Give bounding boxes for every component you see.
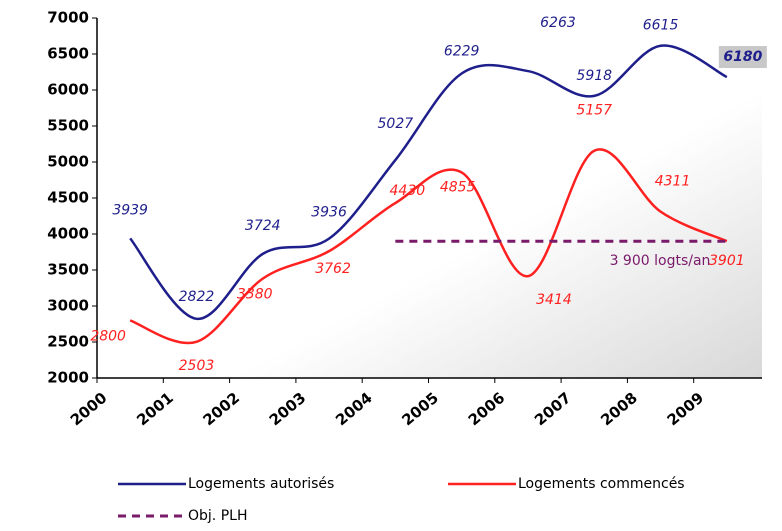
data-label: 3724: [245, 218, 281, 234]
data-label: 3380: [237, 287, 273, 303]
data-label: 6263: [540, 15, 576, 31]
legend-label: Logements commencés: [518, 476, 685, 492]
legend-label: Logements autorisés: [188, 476, 334, 492]
data-label: 4855: [440, 179, 476, 195]
x-tick-label: 2009: [664, 389, 708, 430]
x-tick-label: 2006: [465, 389, 509, 430]
data-label: 5027: [378, 116, 414, 132]
y-tick-label: 5500: [47, 117, 89, 135]
x-tick-label: 2003: [266, 389, 310, 430]
series-line: [129, 148, 728, 345]
data-label: 2503: [179, 358, 215, 374]
data-label: 3901: [709, 253, 745, 269]
data-label: 6180: [723, 49, 762, 65]
data-label: 6229: [444, 44, 480, 60]
annotation: 3 900 logts/an: [610, 253, 711, 269]
data-label: 3762: [315, 261, 351, 277]
x-tick-label: 2000: [67, 389, 111, 430]
series-line: [129, 44, 728, 321]
label-box: [718, 46, 767, 69]
data-label: 5918: [576, 68, 612, 84]
y-tick-label: 6500: [47, 45, 89, 63]
x-tick-label: 2004: [332, 389, 376, 430]
x-tick-label: 2007: [531, 389, 575, 430]
y-tick-label: 2500: [47, 333, 89, 351]
y-tick-label: 3000: [47, 297, 89, 315]
data-label: 3939: [112, 202, 148, 218]
data-label: 6615: [643, 18, 679, 34]
y-tick-label: 5000: [47, 153, 89, 171]
x-tick-label: 2005: [398, 389, 442, 430]
x-tick-label: 2008: [597, 389, 641, 430]
y-tick-label: 4000: [47, 225, 89, 243]
data-label: 4430: [390, 183, 426, 199]
y-tick-label: 3500: [47, 261, 89, 279]
data-label: 5157: [576, 103, 612, 119]
plot-area: [97, 18, 762, 378]
data-label: 2800: [90, 328, 126, 344]
data-label: 2822: [179, 289, 215, 305]
x-tick-label: 2002: [200, 389, 244, 430]
y-tick-label: 6000: [47, 81, 89, 99]
data-label: 4311: [655, 174, 691, 190]
data-label: 3936: [311, 205, 347, 221]
y-tick-label: 7000: [47, 9, 89, 27]
x-tick-label: 2001: [133, 389, 177, 430]
data-label: 3414: [536, 292, 572, 308]
y-tick-label: 2000: [47, 369, 89, 387]
y-tick-label: 4500: [47, 189, 89, 207]
legend-label: Obj. PLH: [188, 508, 247, 524]
